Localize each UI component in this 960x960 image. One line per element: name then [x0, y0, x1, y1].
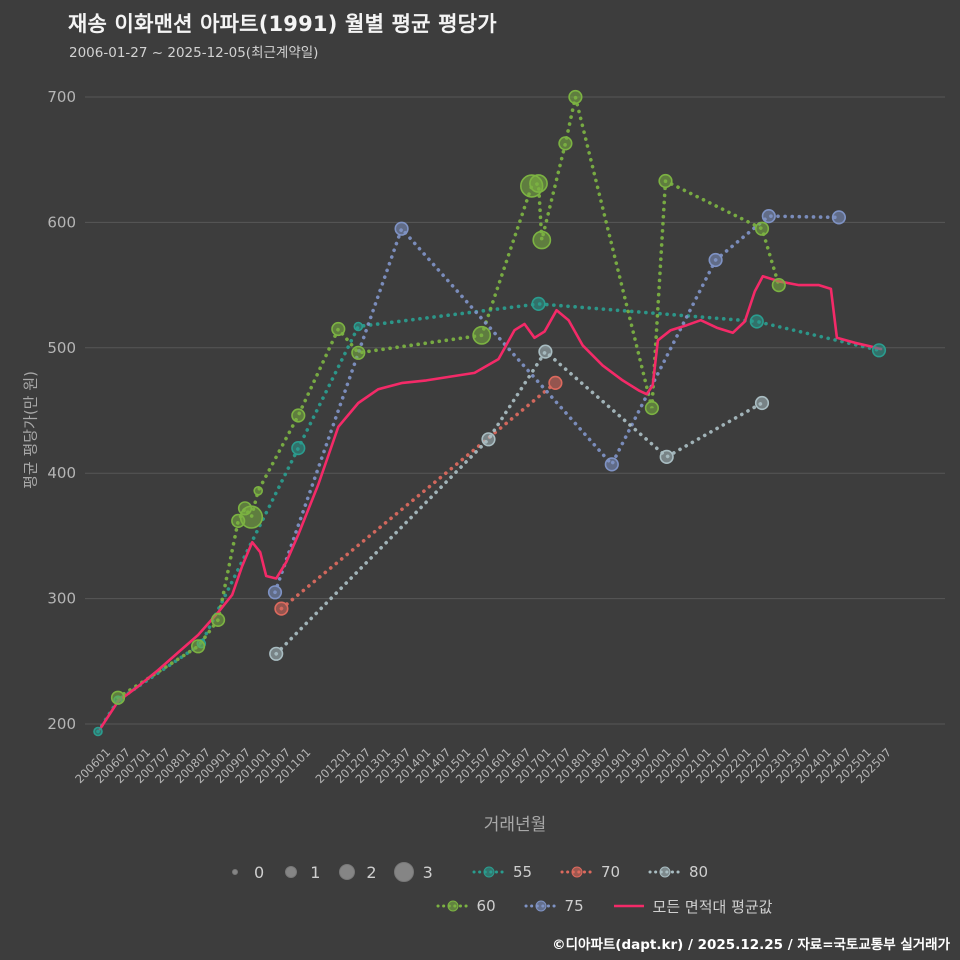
- marker-55[interactable]: [93, 726, 103, 737]
- legend-item-label: 모든 면적대 평균값: [652, 897, 773, 916]
- marker-60[interactable]: [239, 505, 264, 529]
- marker-80[interactable]: [481, 432, 496, 447]
- marker-60[interactable]: [568, 89, 583, 105]
- size-dot-icon: [393, 862, 414, 882]
- marker-55[interactable]: [531, 296, 546, 312]
- marker-60[interactable]: [253, 485, 264, 496]
- marker-55[interactable]: [353, 321, 364, 332]
- copyright-footer: ©디아파트(dapt.kr) / 2025.12.25 / 자료=국토교통부 실…: [552, 937, 950, 953]
- legend-item-80[interactable]: 80: [648, 863, 736, 881]
- marker-60[interactable]: [644, 400, 660, 416]
- marker-75[interactable]: [761, 209, 776, 224]
- marker-60[interactable]: [558, 136, 573, 151]
- marker-80[interactable]: [269, 646, 284, 661]
- marker-75[interactable]: [604, 457, 619, 472]
- size-legend-item-1: 1: [280, 861, 320, 883]
- marker-60[interactable]: [754, 221, 770, 236]
- marker-60[interactable]: [211, 612, 226, 628]
- size-dot-icon: [339, 864, 356, 880]
- size-dot-icon: [232, 869, 238, 875]
- legend-swatch-icon: [524, 900, 558, 912]
- marker-60[interactable]: [331, 321, 346, 337]
- legend-item-75[interactable]: 75: [524, 897, 612, 915]
- series-55-line: [96, 302, 881, 734]
- legend-item-label: 60: [476, 897, 496, 915]
- x-axis-title: 거래년월: [483, 815, 547, 835]
- series-75-line: [273, 214, 841, 595]
- y-tick-label: 300: [47, 590, 76, 608]
- legend-item-label: 70: [601, 863, 621, 881]
- marker-75[interactable]: [394, 221, 409, 236]
- marker-55[interactable]: [291, 441, 306, 456]
- marker-70[interactable]: [548, 375, 563, 391]
- legend-item-label: 80: [689, 863, 709, 881]
- marker-55[interactable]: [871, 343, 887, 358]
- marker-75[interactable]: [708, 252, 723, 268]
- size-legend: 0 1 2 3: [224, 861, 472, 883]
- legend: 0 1 2 3 55 70 80 60 75 모든 면적대 평균값: [0, 856, 960, 922]
- chart-subtitle: 2006-01-27 ~ 2025-12-05(최근계약일): [69, 45, 319, 61]
- marker-60[interactable]: [110, 690, 126, 705]
- y-tick-label: 500: [47, 339, 76, 357]
- marker-75[interactable]: [831, 210, 847, 225]
- legend-swatch-icon: [648, 866, 682, 878]
- legend-item-모든 면적대 평균값[interactable]: 모든 면적대 평균값: [612, 896, 773, 917]
- avg-line: [98, 275, 883, 731]
- page-title: 재송 이화맨션 아파트(1991) 월별 평균 평당가: [68, 12, 497, 36]
- legend-swatch-icon: [436, 900, 470, 912]
- y-tick-label: 200: [47, 715, 76, 733]
- marker-60[interactable]: [532, 230, 552, 250]
- size-dot-icon: [285, 866, 298, 878]
- y-tick-label: 400: [47, 464, 76, 482]
- series-70-line: [279, 381, 558, 611]
- marker-80[interactable]: [538, 344, 553, 359]
- series-80-line: [274, 348, 764, 656]
- legend-swatch-icon: [613, 904, 644, 908]
- marker-60[interactable]: [771, 278, 786, 293]
- legend-item-55[interactable]: 55: [472, 863, 560, 881]
- marker-70[interactable]: [274, 601, 289, 616]
- marker-60[interactable]: [658, 173, 673, 189]
- y-tick-label: 700: [47, 88, 76, 106]
- size-legend-label: 1: [310, 862, 321, 882]
- y-axis-title: 평균 평당가(만 원): [21, 371, 40, 489]
- plot-area[interactable]: 2003004005006007002006012006072007012007…: [0, 0, 960, 830]
- marker-60[interactable]: [472, 325, 492, 345]
- marker-60[interactable]: [351, 345, 366, 360]
- size-legend-item-3: 3: [393, 861, 433, 883]
- legend-item-70[interactable]: 70: [560, 863, 648, 881]
- marker-60[interactable]: [191, 639, 206, 654]
- y-tick-label: 600: [47, 213, 76, 231]
- legend-item-label: 55: [513, 863, 533, 881]
- marker-60[interactable]: [291, 408, 306, 423]
- marker-55[interactable]: [749, 314, 764, 329]
- legend-item-label: 75: [564, 897, 584, 915]
- marker-80[interactable]: [754, 395, 770, 411]
- legend-swatch-icon: [560, 866, 594, 878]
- size-legend-label: 3: [422, 862, 433, 882]
- marker-75[interactable]: [267, 585, 283, 600]
- legend-item-60[interactable]: 60: [436, 897, 524, 915]
- legend-swatch-icon: [472, 866, 506, 878]
- series-60-line: [116, 96, 781, 700]
- size-legend-label: 0: [254, 862, 265, 882]
- size-legend-item-2: 2: [336, 861, 377, 883]
- marker-80[interactable]: [659, 449, 674, 465]
- size-legend-item-0: 0: [224, 861, 264, 883]
- size-legend-label: 2: [366, 862, 377, 882]
- marker-60[interactable]: [529, 174, 548, 193]
